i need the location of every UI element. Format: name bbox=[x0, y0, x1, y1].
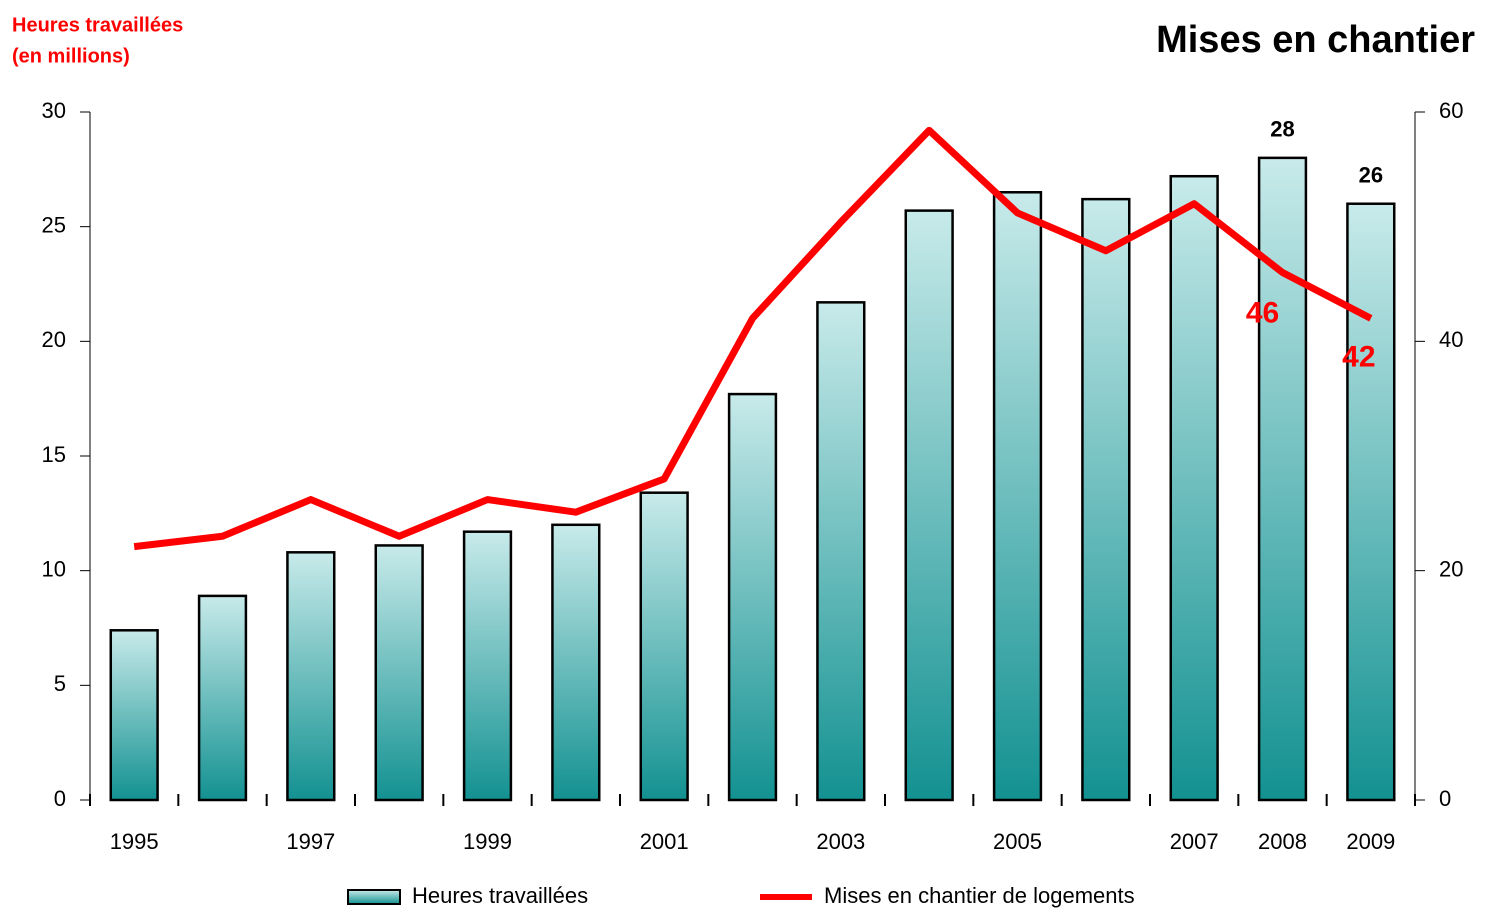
y-tick-label: 20 bbox=[42, 327, 66, 352]
bar-value-label: 28 bbox=[1270, 117, 1294, 142]
x-tick-label: 1999 bbox=[463, 829, 512, 854]
bar bbox=[1169, 174, 1219, 802]
x-tick-label: 2008 bbox=[1258, 829, 1307, 854]
y-tick-label: 10 bbox=[42, 556, 66, 581]
x-tick-label: 2009 bbox=[1346, 829, 1395, 854]
y-tick-label: 30 bbox=[42, 98, 66, 123]
bar-value-label: 26 bbox=[1359, 163, 1383, 188]
x-tick-label: 1997 bbox=[286, 829, 335, 854]
chart-title: Mises en chantier bbox=[1156, 19, 1475, 61]
legend-label: Mises en chantier de logements bbox=[824, 883, 1135, 908]
bar bbox=[286, 551, 336, 802]
y-axis-title: Heures travaillées bbox=[12, 14, 183, 36]
x-tick-label: 1995 bbox=[110, 829, 159, 854]
bar bbox=[1346, 202, 1396, 802]
bar bbox=[197, 594, 248, 802]
x-tick-label: 2005 bbox=[993, 829, 1042, 854]
bar bbox=[639, 491, 689, 802]
line-value-label: 42 bbox=[1342, 340, 1375, 373]
bar bbox=[992, 191, 1043, 802]
y2-tick-label: 60 bbox=[1439, 98, 1463, 123]
y2-tick-label: 40 bbox=[1439, 327, 1463, 352]
line-value-label: 46 bbox=[1246, 296, 1279, 329]
line bbox=[133, 126, 1373, 551]
y-tick-label: 5 bbox=[54, 671, 66, 696]
legend-swatch bbox=[347, 889, 401, 905]
legend-label: Heures travaillées bbox=[412, 883, 588, 908]
y-tick-label: 15 bbox=[42, 442, 66, 467]
y-tick-label: 0 bbox=[54, 786, 66, 811]
x-tick-label: 2007 bbox=[1170, 829, 1219, 854]
bar bbox=[727, 392, 778, 802]
bar bbox=[1257, 156, 1308, 802]
y2-tick-label: 0 bbox=[1439, 786, 1451, 811]
y-axis-title: (en millions) bbox=[12, 45, 130, 67]
bar bbox=[551, 523, 601, 802]
bar bbox=[1081, 197, 1131, 802]
x-tick-label: 2001 bbox=[640, 829, 689, 854]
y2-tick-label: 20 bbox=[1439, 556, 1463, 581]
bar bbox=[109, 629, 159, 802]
y-tick-label: 25 bbox=[42, 212, 66, 237]
x-tick-label: 2003 bbox=[816, 829, 865, 854]
bar bbox=[374, 544, 424, 802]
bar bbox=[816, 301, 866, 802]
bar bbox=[462, 530, 513, 802]
bar bbox=[904, 209, 954, 802]
